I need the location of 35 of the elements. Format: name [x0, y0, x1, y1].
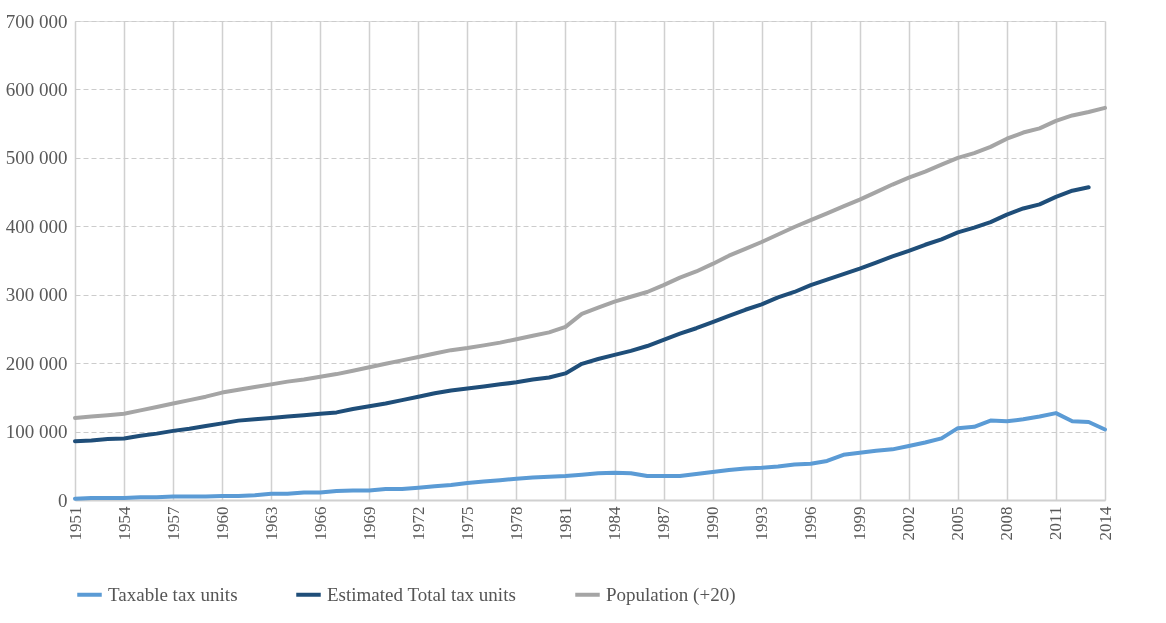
x-tick-label: 1990: [703, 506, 723, 541]
x-tick-label: 1954: [114, 506, 134, 541]
x-tick-label: 2002: [899, 506, 919, 541]
x-tick-label: 1975: [457, 506, 477, 541]
x-tick-label: 2011: [1046, 506, 1066, 540]
x-tick-label: 1993: [752, 506, 772, 541]
line-series: [73, 185, 1091, 444]
y-tick-label: 700 000: [5, 10, 68, 32]
y-tick-label: 300 000: [5, 284, 68, 306]
legend-label: Population (+20): [606, 583, 736, 606]
x-tick-label: 1981: [555, 506, 575, 541]
y-tick-label: 200 000: [5, 352, 68, 374]
y-tick-label: 600 000: [5, 78, 68, 100]
x-tick-label: 1966: [310, 506, 330, 541]
x-tick-label: 1963: [261, 506, 281, 541]
x-tick-label: 1996: [801, 506, 821, 541]
x-tick-label: 2005: [948, 506, 968, 541]
x-tick-label: 1951: [65, 506, 85, 541]
x-tick-label: 1969: [359, 506, 379, 541]
x-tick-label: 1987: [654, 506, 674, 541]
legend-label: Estimated Total tax units: [327, 583, 516, 605]
x-tick-label: 1960: [212, 506, 232, 541]
x-tick-label: 1978: [506, 506, 526, 541]
x-tick-label: 2008: [997, 506, 1017, 541]
y-tick-label: 500 000: [5, 147, 68, 169]
x-tick-label: 2014: [1095, 506, 1115, 541]
y-tick-label: 0: [58, 489, 68, 511]
x-tick-label: 1984: [605, 506, 625, 541]
x-tick-label: 1999: [850, 506, 870, 541]
y-tick-label: 400 000: [5, 215, 68, 237]
y-tick-label: 100 000: [5, 421, 68, 443]
legend-label: Taxable tax units: [108, 583, 238, 605]
line-series: [73, 105, 1107, 420]
x-tick-label: 1972: [408, 506, 428, 541]
x-tick-label: 1957: [163, 506, 183, 541]
